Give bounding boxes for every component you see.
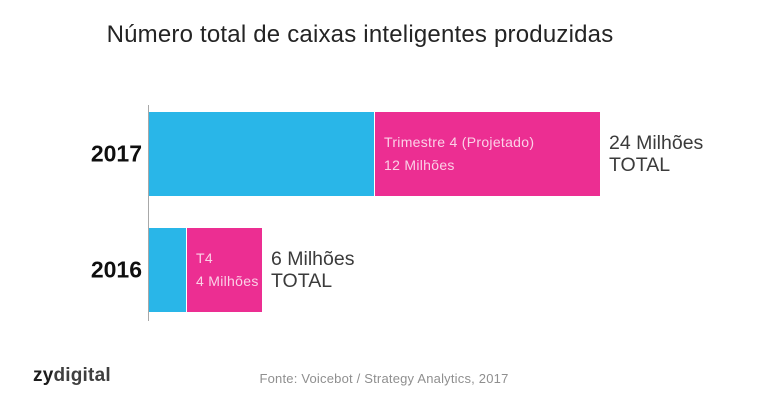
total-label-2017: 24 Milhões TOTAL: [609, 132, 703, 177]
total-word: TOTAL: [271, 270, 333, 292]
bar-row-2017: 2017 Trimestre 4 (Projetado) 12 Milhões …: [91, 112, 703, 196]
bar-segment-q1q3-2017: [149, 112, 374, 196]
total-word: TOTAL: [609, 154, 671, 176]
logo-zy-text: zy: [33, 365, 54, 386]
zydigital-logo: zydigital: [33, 365, 111, 387]
total-value: 6 Milhões: [271, 247, 355, 270]
q4-label-line2: 12 Milhões: [384, 157, 455, 173]
bar-segment-q4-2016: T4 4 Milhões: [187, 228, 262, 312]
y-axis-line: [148, 105, 149, 321]
year-label-2017: 2017: [90, 140, 142, 167]
total-label-2016: 6 Milhões TOTAL: [271, 248, 354, 293]
bar-segment-q4-2017: Trimestre 4 (Projetado) 12 Milhões: [375, 112, 600, 196]
q4-label-line1: T4: [196, 249, 213, 266]
q4-label-line2: 4 Milhões: [196, 273, 259, 289]
bar-segment-q1q3-2016: [149, 228, 186, 312]
logo-digital-text: digital: [53, 365, 111, 386]
year-label-2016: 2016: [90, 256, 142, 283]
source-caption: Fonte: Voicebot / Strategy Analytics, 20…: [259, 371, 509, 386]
q4-label-line1: Trimestre 4 (Projetado): [384, 133, 535, 150]
bar-row-2016: 2016 T4 4 Milhões 6 Milhões TOTAL: [91, 228, 354, 312]
chart-title: Número total de caixas inteligentes prod…: [106, 21, 614, 48]
total-value: 24 Milhões: [609, 131, 704, 154]
